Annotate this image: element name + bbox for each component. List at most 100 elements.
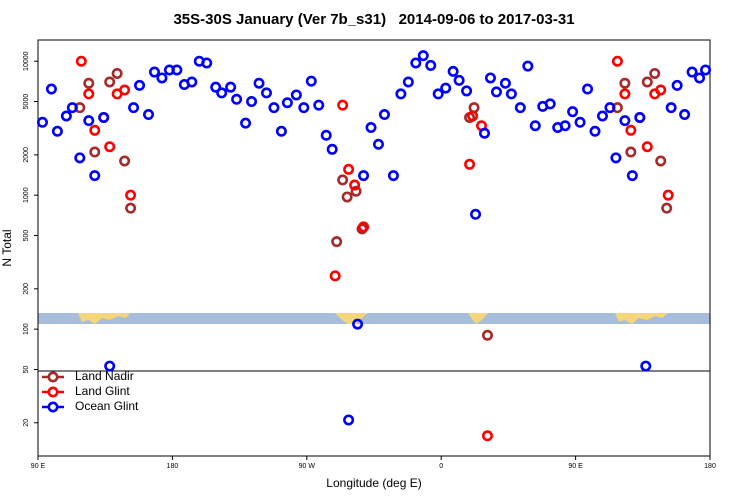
x-axis-title: Longitude (deg E) bbox=[326, 476, 421, 490]
data-point bbox=[619, 88, 631, 100]
data-point bbox=[634, 112, 646, 124]
data-point bbox=[611, 55, 623, 67]
data-point bbox=[567, 106, 579, 118]
data-point bbox=[125, 202, 137, 214]
y-axis-title: N Total bbox=[0, 229, 14, 266]
data-point bbox=[119, 84, 131, 96]
data-point bbox=[171, 64, 183, 76]
y-tick-label: 20 bbox=[23, 419, 30, 427]
data-point bbox=[134, 79, 146, 91]
data-point bbox=[499, 77, 511, 89]
data-point bbox=[329, 270, 341, 282]
data-point bbox=[626, 170, 638, 182]
data-point bbox=[36, 116, 48, 128]
data-point bbox=[505, 88, 517, 100]
data-point bbox=[186, 76, 198, 88]
data-point bbox=[268, 102, 280, 114]
x-tick-label: 90 E bbox=[568, 463, 583, 470]
data-point bbox=[128, 102, 140, 114]
data-point bbox=[350, 185, 362, 197]
legend-label: Land Glint bbox=[75, 384, 130, 398]
data-point bbox=[387, 170, 399, 182]
data-point bbox=[225, 81, 237, 93]
data-point bbox=[337, 174, 349, 186]
legend-label: Land Nadir bbox=[75, 369, 134, 383]
x-tick-label: 180 bbox=[167, 463, 179, 470]
data-point bbox=[625, 124, 637, 136]
x-tick-label: 180 bbox=[704, 463, 716, 470]
data-point bbox=[610, 152, 622, 164]
data-point bbox=[464, 158, 476, 170]
data-point bbox=[655, 84, 667, 96]
data-point bbox=[372, 138, 384, 150]
legend-label: Ocean Glint bbox=[75, 399, 139, 413]
data-point bbox=[313, 99, 325, 111]
legend-marker bbox=[47, 386, 59, 398]
data-point bbox=[148, 66, 160, 78]
data-point bbox=[641, 141, 653, 153]
data-point bbox=[649, 67, 661, 79]
data-point bbox=[331, 236, 343, 248]
data-point bbox=[481, 430, 493, 442]
data-point bbox=[365, 122, 377, 134]
data-point bbox=[490, 86, 502, 98]
legend-marker bbox=[47, 371, 59, 383]
data-point bbox=[395, 88, 407, 100]
data-point bbox=[246, 96, 258, 108]
x-tick-label: 90 W bbox=[299, 463, 316, 470]
data-point bbox=[83, 115, 95, 127]
data-point bbox=[74, 152, 86, 164]
data-point bbox=[625, 146, 637, 158]
data-point bbox=[341, 191, 353, 203]
land-shape bbox=[78, 313, 130, 324]
x-tick-label: 90 E bbox=[31, 463, 46, 470]
data-point bbox=[378, 109, 390, 121]
data-point bbox=[275, 125, 287, 137]
data-point bbox=[461, 85, 473, 97]
data-point bbox=[604, 102, 616, 114]
data-point bbox=[700, 64, 712, 76]
data-point bbox=[231, 93, 243, 105]
data-point bbox=[447, 65, 459, 77]
data-point bbox=[589, 125, 601, 137]
data-point bbox=[559, 120, 571, 132]
data-point bbox=[596, 110, 608, 122]
data-point bbox=[402, 76, 414, 88]
data-point bbox=[240, 117, 252, 129]
x-tick-label: 0 bbox=[439, 463, 443, 470]
data-point bbox=[83, 88, 95, 100]
data-point bbox=[156, 72, 168, 84]
land-shape bbox=[468, 313, 488, 324]
data-point bbox=[89, 146, 101, 158]
land-shape bbox=[615, 313, 668, 324]
data-point bbox=[619, 115, 631, 127]
data-point bbox=[661, 202, 673, 214]
data-point bbox=[260, 87, 272, 99]
data-point bbox=[619, 77, 631, 89]
data-point bbox=[481, 329, 493, 341]
data-point bbox=[290, 89, 302, 101]
data-point bbox=[89, 170, 101, 182]
plot-frame bbox=[37, 39, 711, 457]
data-point bbox=[694, 72, 706, 84]
data-point bbox=[522, 60, 534, 72]
data-point bbox=[671, 79, 683, 91]
data-point bbox=[298, 102, 310, 114]
y-tick-label: 5000 bbox=[23, 94, 30, 110]
chart-title: 35S-30S January (Ver 7b_s31) 2014-09-06 … bbox=[173, 11, 574, 28]
y-tick-label: 50 bbox=[23, 365, 30, 373]
data-point bbox=[51, 125, 63, 137]
data-point bbox=[514, 102, 526, 114]
data-point bbox=[665, 102, 677, 114]
data-point bbox=[574, 116, 586, 128]
y-tick-label: 500 bbox=[23, 230, 30, 242]
data-point bbox=[417, 50, 429, 62]
data-point bbox=[326, 143, 338, 155]
data-point bbox=[467, 110, 479, 122]
y-tick-label: 100 bbox=[23, 323, 30, 335]
land-shape bbox=[335, 313, 368, 324]
data-point bbox=[410, 57, 422, 69]
y-tick-label: 1000 bbox=[23, 187, 30, 203]
data-point bbox=[529, 120, 541, 132]
